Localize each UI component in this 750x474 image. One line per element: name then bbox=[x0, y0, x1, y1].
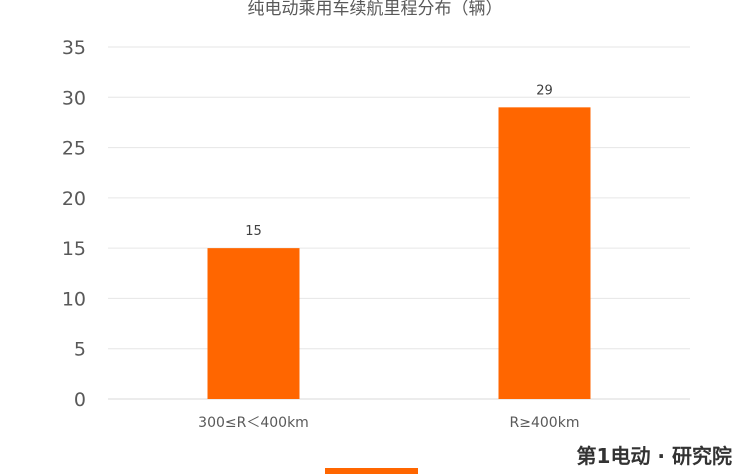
data-label: 29 bbox=[536, 83, 553, 98]
x-tick-label: R≥400km bbox=[510, 415, 580, 431]
chart-title: 纯电动乘用车续航里程分布（辆） bbox=[247, 0, 503, 19]
y-tick-label: 30 bbox=[62, 87, 86, 109]
bar bbox=[498, 107, 591, 399]
data-label: 15 bbox=[245, 224, 262, 239]
y-tick-label: 35 bbox=[62, 37, 86, 59]
y-tick-label: 25 bbox=[62, 138, 86, 160]
x-tick-label: 300≤R＜400km bbox=[198, 415, 309, 431]
y-tick-label: 0 bbox=[74, 389, 86, 411]
y-tick-label: 5 bbox=[74, 339, 86, 361]
y-tick-label: 20 bbox=[62, 188, 86, 210]
legend-swatch bbox=[325, 468, 418, 474]
bar bbox=[207, 248, 300, 399]
y-tick-label: 10 bbox=[62, 288, 86, 310]
y-tick-label: 15 bbox=[62, 238, 86, 260]
brand-logo: 第1电动 · 研究院 bbox=[576, 444, 732, 468]
